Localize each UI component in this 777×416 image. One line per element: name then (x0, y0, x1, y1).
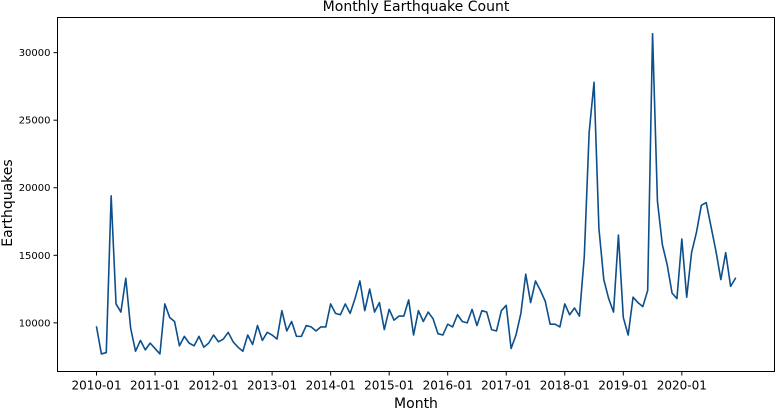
x-tick-label: 2019-01 (598, 379, 648, 393)
x-tick-label: 2012-01 (189, 379, 239, 393)
y-tick-label: 10000 (19, 318, 51, 329)
x-axis-label: Month (394, 396, 438, 412)
x-tick-label: 2018-01 (540, 379, 590, 393)
x-tick-label: 2015-01 (364, 379, 414, 393)
y-tick-label: 20000 (19, 183, 51, 194)
series-line (95, 32, 737, 355)
x-tick-label: 2013-01 (247, 379, 297, 393)
x-tick-label: 2014-01 (306, 379, 356, 393)
series-layer (95, 32, 737, 355)
x-tick-label: 2010-01 (71, 379, 121, 393)
chart-title: Monthly Earthquake Count (323, 0, 510, 15)
y-tick-label: 15000 (19, 251, 51, 262)
x-tick-label: 2016-01 (423, 379, 473, 393)
y-axis: 10000 15000 20000 25000 30000 (19, 48, 58, 329)
x-tick-label: 2011-01 (130, 379, 180, 393)
x-axis: 2010-01 2011-01 2012-01 2013-01 2014-01 2015-… (71, 371, 707, 393)
x-tick-label: 2017-01 (481, 379, 531, 393)
y-tick-label: 30000 (19, 48, 51, 59)
x-tick-label: 2020-01 (657, 379, 707, 393)
y-axis-label: Earthquakes (0, 159, 16, 246)
plot-frame (57, 17, 775, 372)
y-tick-label: 25000 (19, 116, 51, 127)
